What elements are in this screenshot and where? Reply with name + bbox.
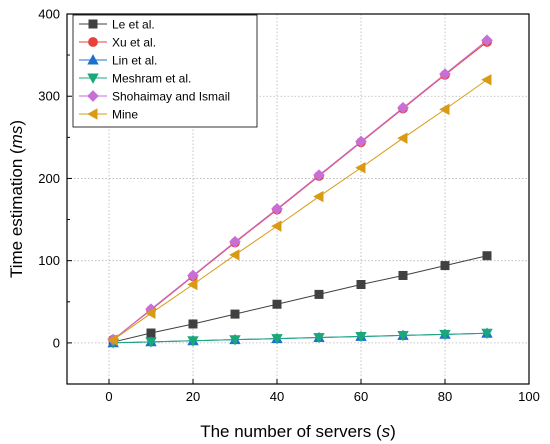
data-point-le-et-al (482, 251, 492, 261)
legend: Le et al. Xu et al. Lin et al. Meshram et a… (72, 14, 258, 128)
data-point-mine (397, 132, 408, 144)
legend-marker (87, 54, 99, 65)
y-tick-label: 300 (38, 89, 60, 104)
series-line-le-et-al (113, 255, 488, 343)
series-line-meshram-et-al (113, 332, 488, 344)
data-point-mine (355, 162, 366, 174)
data-point-le-et-al (188, 319, 198, 329)
data-point-mine (439, 103, 450, 116)
legend-label: Meshram et al. (112, 72, 191, 86)
legend-item-mine: Mine (79, 108, 138, 122)
x-axis-title: The number of servers (s) (200, 422, 396, 441)
legend-label: Xu et al. (112, 36, 156, 50)
data-point-mine (271, 220, 282, 232)
data-point-mine (187, 278, 198, 291)
x-tick-label: 20 (186, 389, 200, 404)
series-mine (107, 74, 492, 346)
legend-marker (88, 37, 98, 47)
x-tick-label: 80 (438, 389, 452, 404)
y-tick-label: 400 (38, 7, 60, 22)
data-point-shohaimay-and-ismail (481, 34, 493, 47)
legend-label: Lin et al. (112, 54, 157, 68)
x-tick-label: 100 (518, 389, 540, 404)
data-point-mine (107, 334, 118, 346)
legend-item-shohaimay-and-ismail: Shohaimay and Ismail (79, 90, 230, 104)
data-point-shohaimay-and-ismail (187, 269, 199, 282)
data-point-meshram-et-al (271, 334, 283, 345)
series-line-mine (112, 79, 488, 341)
series-meshram-et-al (107, 328, 493, 349)
data-point-mine (481, 74, 492, 86)
x-tick-label: 0 (105, 389, 112, 404)
legend-box (72, 14, 258, 128)
data-point-shohaimay-and-ismail (355, 135, 367, 148)
legend-marker (88, 19, 98, 29)
data-point-shohaimay-and-ismail (229, 235, 241, 248)
data-point-mine (145, 307, 156, 319)
series-layer (107, 34, 493, 349)
legend-item-meshram-et-al: Meshram et al. (79, 72, 191, 86)
data-point-le-et-al (272, 299, 282, 309)
x-tick-label: 60 (354, 389, 368, 404)
data-point-shohaimay-and-ismail (271, 203, 283, 215)
legend-marker (87, 108, 98, 120)
data-point-le-et-al (314, 289, 324, 299)
data-point-meshram-et-al (187, 336, 199, 347)
data-point-meshram-et-al (313, 333, 325, 344)
data-point-meshram-et-al (481, 328, 493, 340)
legend-label: Mine (112, 108, 138, 122)
y-axis-title: Time estimation (ms) (7, 120, 26, 278)
data-point-le-et-al (146, 328, 156, 338)
data-point-meshram-et-al (439, 329, 451, 341)
data-point-shohaimay-and-ismail (397, 101, 409, 114)
data-point-le-et-al (356, 280, 366, 290)
legend-item-xu-et-al: Xu et al. (79, 36, 156, 50)
data-point-le-et-al (230, 309, 240, 319)
legend-label: Le et al. (112, 18, 155, 32)
data-point-mine (313, 190, 324, 203)
legend-marker (87, 73, 99, 84)
series-line-shohaimay-and-ismail (112, 39, 488, 340)
data-point-meshram-et-al (145, 337, 157, 348)
data-point-meshram-et-al (229, 335, 241, 346)
data-point-mine (229, 249, 240, 261)
x-tick-label: 40 (270, 389, 284, 404)
series-line-xu-et-al (112, 41, 488, 340)
data-point-le-et-al (398, 270, 408, 280)
legend-item-le-et-al: Le et al. (79, 18, 155, 32)
data-point-meshram-et-al (397, 330, 409, 342)
data-point-meshram-et-al (355, 332, 367, 343)
data-point-shohaimay-and-ismail (313, 169, 325, 181)
legend-marker (87, 90, 99, 102)
ticks: 0 20 40 60 80 100 0 100 200 300 400 (38, 7, 540, 405)
y-tick-label: 200 (38, 171, 60, 186)
legend-label: Shohaimay and Ismail (112, 90, 230, 104)
y-tick-label: 0 (53, 335, 60, 350)
legend-item-lin-et-al: Lin et al. (79, 54, 157, 68)
data-point-shohaimay-and-ismail (439, 68, 451, 80)
data-point-le-et-al (440, 261, 450, 271)
plot-frame (66, 13, 530, 385)
y-tick-label: 100 (38, 253, 60, 268)
